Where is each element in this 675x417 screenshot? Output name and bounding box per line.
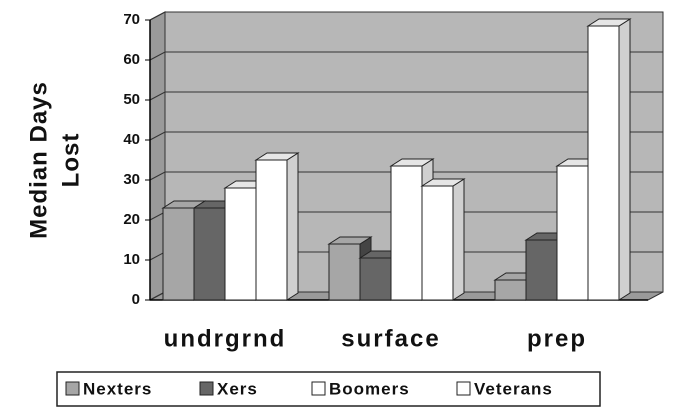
legend-label: Boomers [329,379,410,398]
bar [328,243,361,301]
bar [193,207,226,301]
bar [224,187,257,301]
bar [421,185,454,301]
x-tick-label: prep [527,325,587,352]
bar [587,25,620,301]
bar [390,165,423,301]
legend-swatch [199,381,214,396]
legend-swatch [456,381,471,396]
bar [494,279,527,301]
y-tick-label: 10 [123,251,140,268]
legend-label: Xers [217,379,258,398]
y-axis-label: Lost [57,133,84,188]
y-tick-label: 30 [123,171,140,188]
grid-line [149,171,663,181]
bar [359,257,392,301]
bar-side [618,18,631,301]
bar-side [452,178,465,301]
y-tick-label: 20 [123,211,140,228]
legend-label: Nexters [83,379,152,398]
y-tick-label: 40 [123,131,140,148]
bar [525,239,558,301]
grid-line [149,51,663,61]
legend-swatch [311,381,326,396]
y-tick-label: 70 [123,11,140,28]
bar [162,207,195,301]
x-tick-label: surface [341,325,440,352]
bar [255,159,288,301]
bar [556,165,589,301]
legend-label: Veterans [474,379,553,398]
legend-box [56,371,601,407]
y-tick-label: 60 [123,51,140,68]
y-tick-label: 50 [123,91,140,108]
legend-swatch [65,381,80,396]
y-tick-label: 0 [132,291,140,308]
grid-line [149,11,663,21]
y-axis-label: Median Days [25,81,52,239]
grid-line [149,131,663,141]
bar-side [286,152,299,301]
grid-line [149,91,663,101]
x-tick-label: undrgrnd [164,325,287,352]
